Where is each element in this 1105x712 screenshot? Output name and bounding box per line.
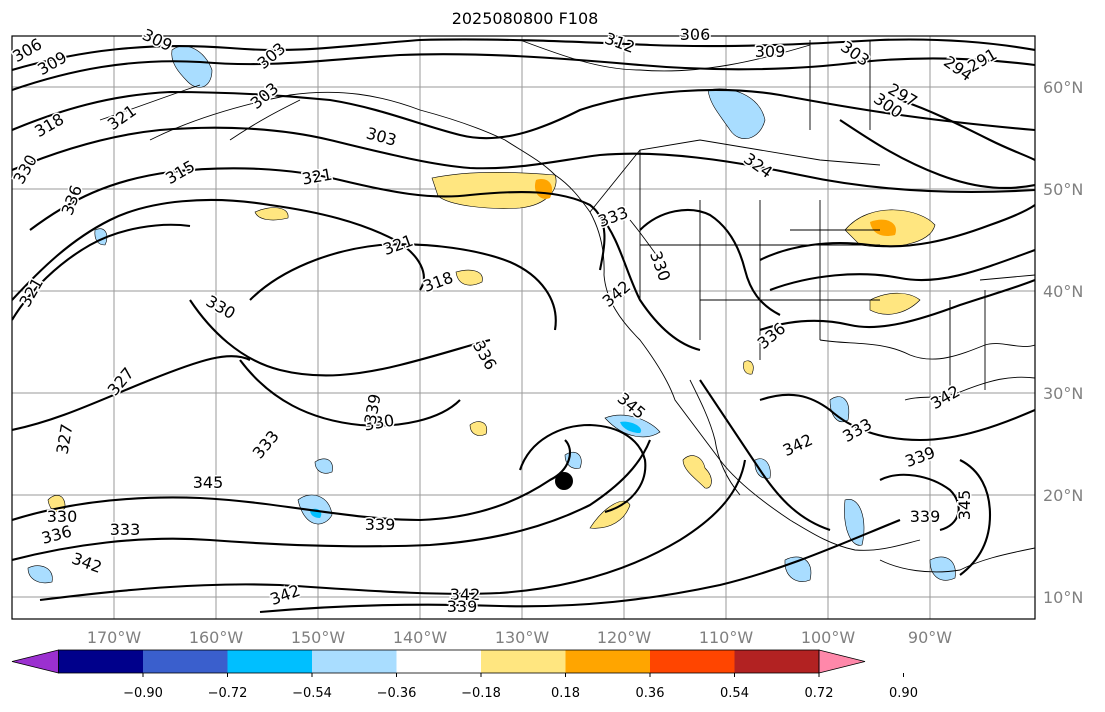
colorbar-segment (312, 650, 397, 673)
colorbar-tick-label: −0.54 (292, 686, 332, 701)
lon-label: 100°W (801, 628, 856, 647)
colorbar (11, 649, 866, 674)
patch-positive (254, 207, 289, 221)
longitude-labels: 170°W 160°W 150°W 140°W 130°W 120°W 110°W 100°W… (87, 628, 952, 647)
colorbar-tick-label: 0.90 (889, 686, 918, 701)
colorbar-extend-low (11, 649, 59, 674)
coastlines (99, 39, 1035, 573)
contour-label: 336 (39, 522, 73, 548)
contour-label: 339 (910, 507, 941, 526)
colorbar-tick-label: 0.18 (551, 686, 580, 701)
colorbar-tick-label: −0.90 (123, 686, 163, 701)
contour-label: 339 (365, 515, 396, 534)
lat-label: 50°N (1043, 180, 1083, 199)
lon-label: 120°W (597, 628, 652, 647)
colorbar-tick-label: 0.54 (720, 686, 749, 701)
colorbar-segment (58, 650, 143, 673)
lon-label: 140°W (393, 628, 448, 647)
colorbar-segment (565, 650, 650, 673)
lon-label: 110°W (699, 628, 754, 647)
latitude-labels: 60°N 50°N 40°N 30°N 20°N 10°N (1043, 78, 1083, 607)
lon-label: 150°W (291, 628, 346, 647)
contour-label: 339 (447, 597, 478, 616)
lon-label: 90°W (908, 628, 952, 647)
patch-positive (682, 455, 712, 489)
colorbar-tick-label: −0.72 (208, 686, 248, 701)
colorbar-segment (650, 650, 735, 673)
contour-label: 345 (193, 473, 224, 492)
patch-positive (455, 269, 483, 286)
patch-negative (844, 499, 865, 546)
storm-center-dot (555, 472, 573, 490)
colorbar-tick-label: −0.18 (461, 686, 501, 701)
contour-label: 333 (110, 520, 141, 539)
colorbar-segment (734, 650, 819, 673)
lat-label: 30°N (1043, 384, 1083, 403)
contour-label: 306 (680, 25, 711, 44)
colorbar-segment (396, 650, 481, 673)
colorbar-segment (481, 650, 566, 673)
patch-negative (620, 421, 642, 433)
colorbar-segment (227, 650, 312, 673)
lat-label: 20°N (1043, 486, 1083, 505)
lat-label: 60°N (1043, 78, 1083, 97)
patch-negative (707, 88, 766, 139)
height-contours (12, 38, 1035, 614)
map-border (11, 35, 1036, 620)
contour-label: 342 (450, 585, 481, 604)
lat-label: 10°N (1043, 588, 1083, 607)
lon-label: 160°W (189, 628, 244, 647)
colorbar-extend-high (818, 649, 866, 674)
lat-label: 40°N (1043, 282, 1083, 301)
patch-positive (870, 219, 896, 236)
contour-label: 330 (47, 507, 78, 526)
colorbar-tick-label: −0.36 (377, 686, 417, 701)
map-area (12, 36, 1035, 619)
contour-label: 339 (903, 443, 938, 471)
colorbar-segment (143, 650, 228, 673)
colorbar-tick-label: 0.36 (636, 686, 665, 701)
patch-positive (589, 500, 631, 529)
patch-negative (27, 565, 53, 584)
lon-label: 170°W (87, 628, 142, 647)
patch-negative (929, 556, 956, 581)
colorbar-border (58, 649, 820, 674)
patch-negative (171, 45, 213, 88)
map-title: 2025080800 F108 (451, 9, 599, 28)
lon-label: 130°W (495, 628, 550, 647)
patch-positive (469, 421, 488, 436)
gridlines (12, 36, 1035, 619)
contour-label: 345 (955, 490, 974, 521)
patch-positive (869, 292, 921, 315)
patch-negative (314, 458, 333, 474)
colorbar-tick-labels: −0.90 −0.72 −0.54 −0.36 −0.18 0.18 0.36 0.54 0.7… (123, 673, 918, 701)
patch-positive (743, 360, 754, 375)
contour-label: 309 (755, 42, 786, 61)
patch-negative (754, 458, 771, 479)
colorbar-tick-label: 0.72 (805, 686, 834, 701)
